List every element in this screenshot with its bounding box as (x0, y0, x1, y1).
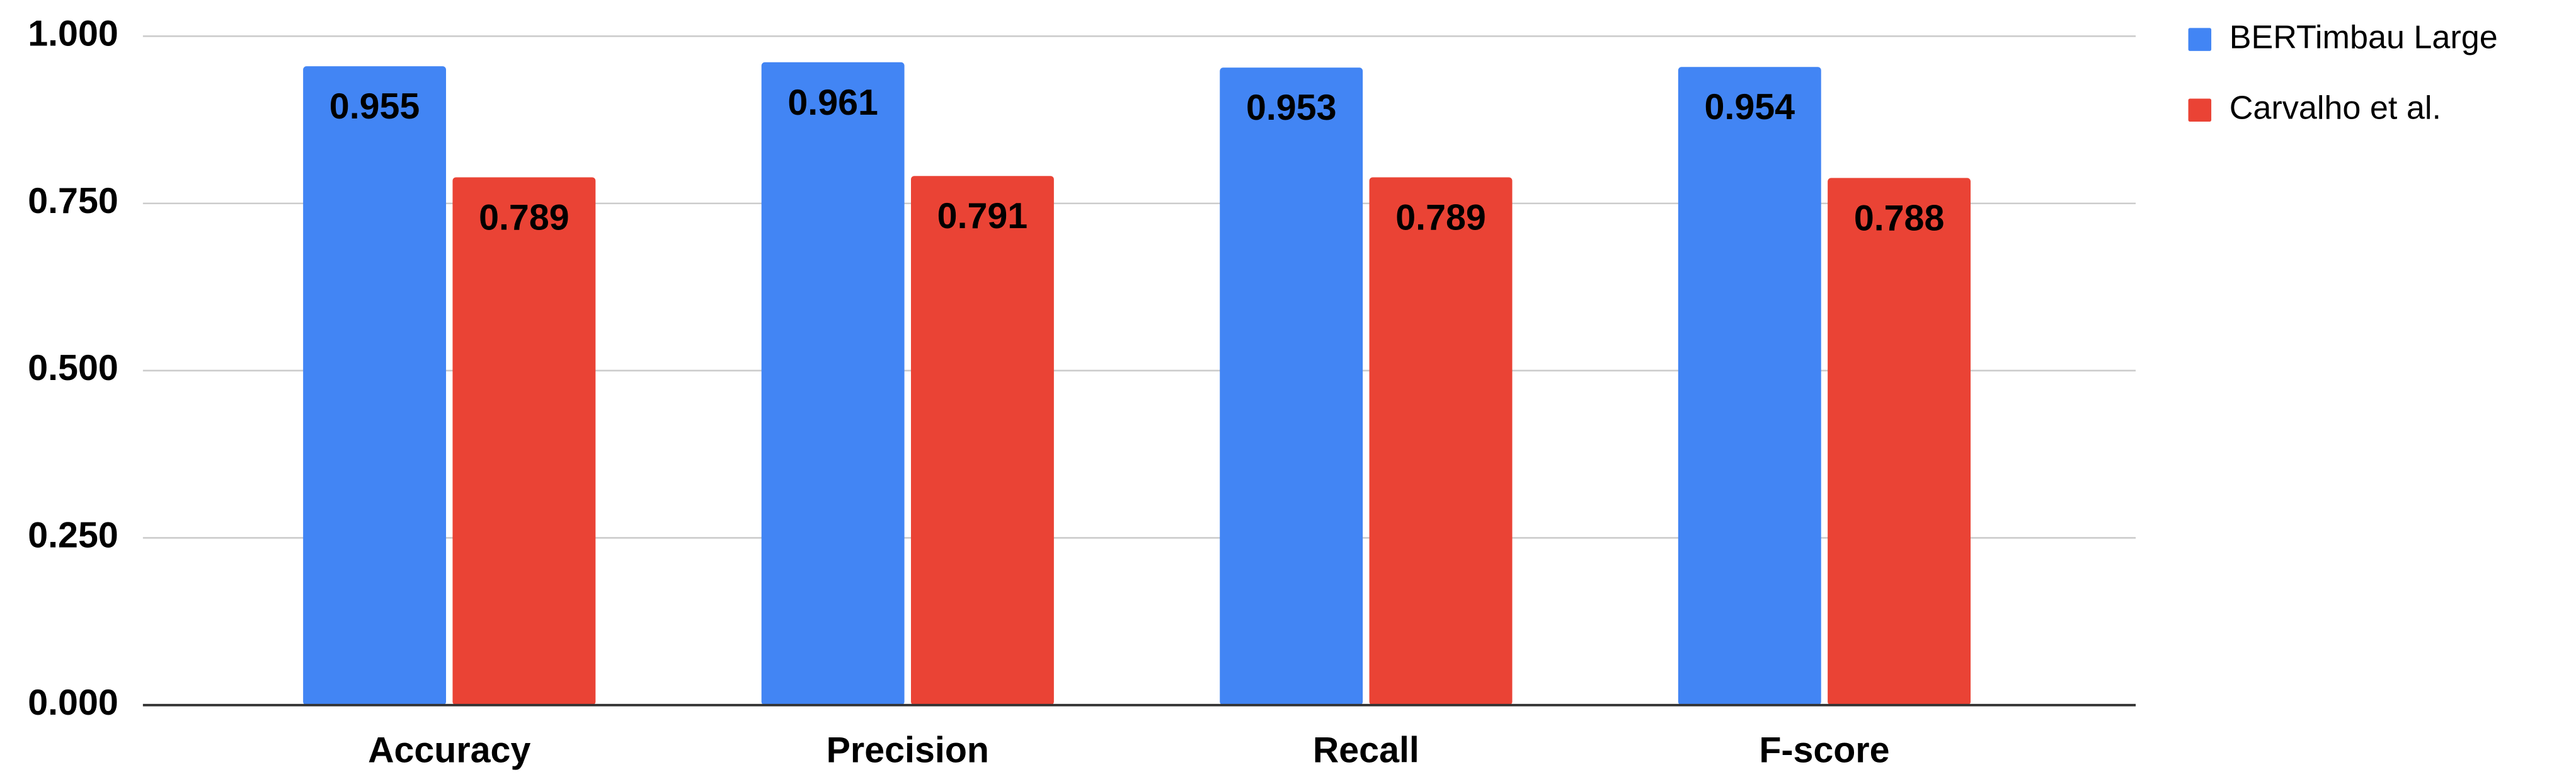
y-tick-label: 0.000 (28, 683, 118, 723)
value-label: 0.953 (1246, 88, 1337, 128)
bar (1828, 178, 1971, 705)
y-tick-label: 0.250 (28, 516, 118, 556)
value-label: 0.961 (787, 83, 878, 123)
y-tick-label: 0.500 (28, 348, 118, 388)
y-tick-label: 0.750 (28, 181, 118, 221)
bar (761, 62, 905, 705)
legend-swatch (2188, 98, 2212, 122)
bar (1369, 177, 1513, 705)
bar (911, 176, 1054, 705)
x-tick-label: Recall (1313, 730, 1419, 771)
bar (1678, 67, 1821, 705)
legend-label: BERTimbau Large (2230, 19, 2498, 55)
value-label: 0.789 (1395, 197, 1486, 238)
y-tick-label: 1.000 (28, 14, 118, 54)
value-label: 0.955 (329, 86, 420, 127)
legend-swatch (2188, 28, 2212, 51)
value-label: 0.954 (1705, 87, 1795, 127)
x-tick-label: F-score (1759, 730, 1889, 771)
bar (1220, 67, 1363, 705)
x-tick-label: Accuracy (368, 730, 530, 771)
value-label: 0.791 (937, 196, 1028, 236)
legend-label: Carvalho et al. (2230, 90, 2441, 127)
bar (303, 66, 447, 705)
bar (452, 177, 596, 705)
value-label: 0.789 (479, 197, 570, 238)
x-tick-label: Precision (827, 730, 989, 771)
value-label: 0.788 (1854, 198, 1945, 238)
